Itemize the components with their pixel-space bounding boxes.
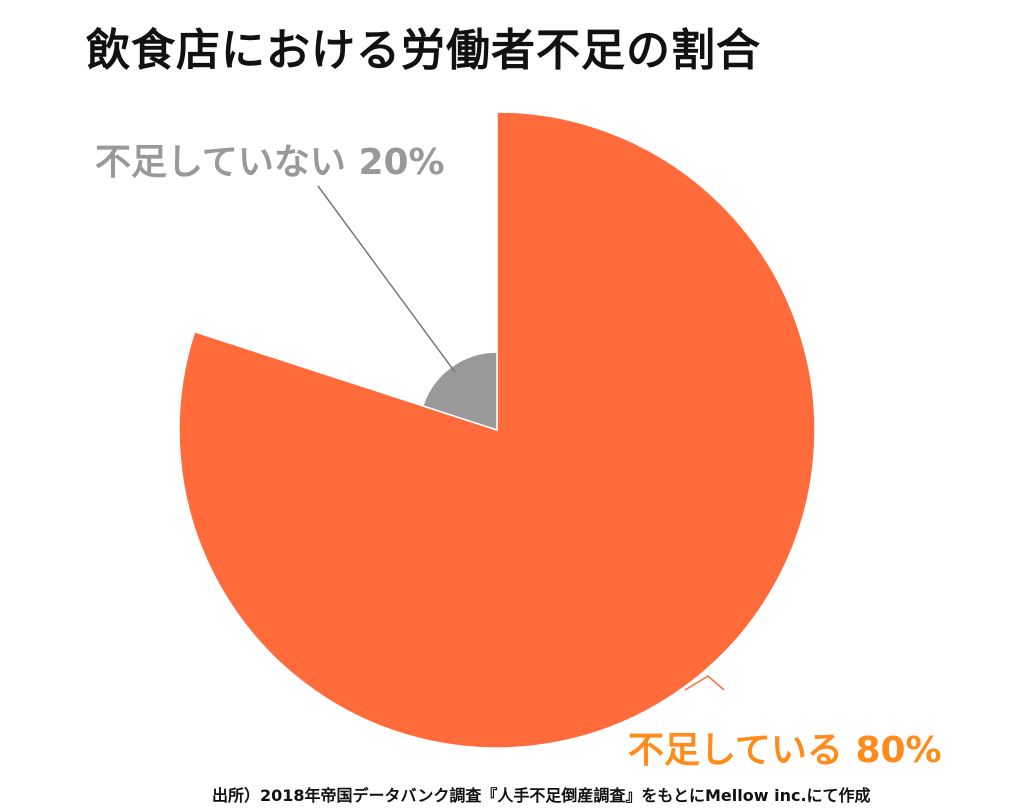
label-shortage: 不足している 80% bbox=[628, 730, 942, 771]
leader-mark-shortage bbox=[684, 675, 725, 691]
source-note: 出所）2018年帝国データバンク調査『人手不足倒産調査』をもとにMellow i… bbox=[212, 786, 871, 805]
label-no-shortage: 不足していない 20% bbox=[95, 142, 445, 183]
chart-title: 飲食店における労働者不足の割合 bbox=[86, 25, 761, 76]
leader-line-no-shortage bbox=[317, 185, 456, 373]
